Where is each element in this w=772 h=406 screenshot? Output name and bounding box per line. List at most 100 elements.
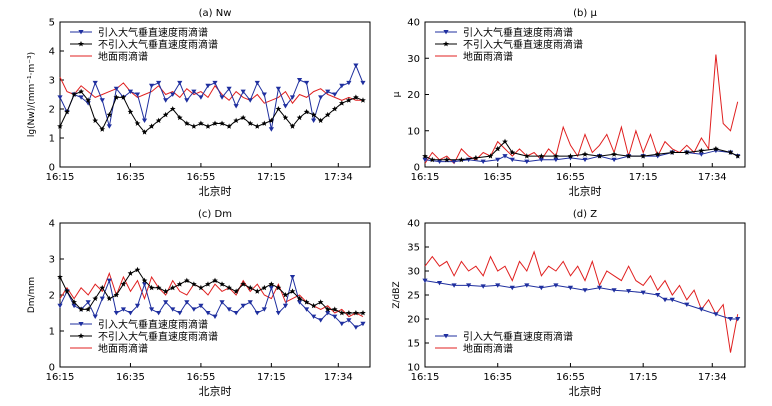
y-tick-label: 10 [407,363,420,374]
legend-label: 引入大气垂直速度雨滴谱 [98,26,208,39]
x-axis-label: 北京时 [199,184,232,198]
data-point [480,284,486,289]
x-tick-label: 16:15 [411,372,440,383]
data-point [553,153,559,159]
y-tick-label: 30 [407,54,420,65]
series-line [59,64,364,130]
legend-label: 引入大气垂直速度雨滴谱 [463,26,573,39]
data-point [698,152,704,157]
data-point [346,80,352,86]
y-tick-label: 4 [49,219,55,230]
data-point [233,311,239,316]
data-point [480,159,486,164]
data-point [261,92,267,97]
data-point [127,311,134,316]
data-point [669,297,675,303]
data-point [226,307,232,312]
data-point [127,89,134,94]
data-point [310,111,317,118]
data-point [654,151,661,157]
data-point [141,277,148,283]
data-point [487,153,494,159]
data-point [170,92,176,97]
x-axis-label: 北京时 [569,384,602,398]
x-tick-label: 16:35 [116,172,145,183]
data-point [156,311,162,316]
data-point [92,80,98,86]
data-point [494,145,501,152]
data-point [318,95,324,100]
data-point [509,285,515,291]
y-tick-label: 15 [407,339,420,350]
data-point [282,114,289,121]
data-point [176,281,183,287]
data-point [177,80,183,86]
data-point [567,285,574,291]
data-point [331,106,338,112]
data-point [611,151,617,157]
y-tick-label: 0 [49,363,55,374]
data-point [169,106,176,112]
x-tick-label: 16:15 [46,172,75,183]
data-point [303,108,310,115]
data-point [191,307,197,312]
data-point [85,306,91,312]
data-point [275,311,282,316]
series-line [59,76,363,105]
series-1 [57,88,366,135]
data-point [254,288,261,294]
y-tick-label: 4 [49,47,55,58]
data-point [310,302,317,309]
x-axis-label: 北京时 [569,184,602,198]
data-point [502,138,508,145]
y-tick-label: 0 [49,163,55,174]
data-point [198,303,204,309]
panel-title: (a) Nw [199,8,232,19]
data-point [332,92,338,97]
data-point [233,104,239,109]
y-tick-label: 2 [49,291,55,302]
data-point [436,281,443,286]
data-point [247,284,254,291]
data-point [85,300,91,305]
data-point [57,123,63,129]
panel-title: (b) μ [573,8,597,19]
data-point [360,80,366,86]
data-point [184,120,190,126]
data-point [134,120,141,126]
data-point [422,157,428,163]
panel-title: (d) Z [573,209,597,220]
data-point [106,278,112,283]
data-point [240,114,246,121]
data-point [240,89,246,94]
data-point [596,153,603,159]
data-point [727,317,734,322]
data-point [148,123,155,129]
data-point [212,277,218,283]
chart-panel-1: (b) μ 0 10 20 30 40 16:15 16:35 16:55 17:15 17:34 北… [392,8,746,198]
data-point [148,83,155,89]
data-point [282,292,289,298]
legend-label: 引入大气垂直速度雨滴谱 [98,318,208,331]
data-point [219,300,225,305]
data-point [346,318,352,323]
data-point [85,97,91,103]
data-point [78,88,84,94]
data-point [78,306,84,312]
data-point [429,156,436,163]
series-0 [422,278,741,322]
data-point [626,289,632,294]
data-point [727,149,734,155]
data-point [324,111,331,118]
data-point [127,108,134,115]
x-tick-label: 16:35 [483,372,512,383]
data-point [78,95,84,100]
series-1 [424,250,739,353]
data-point [141,129,148,135]
data-point [538,285,544,291]
data-point [205,123,211,129]
data-point [163,300,169,305]
series-line [424,54,739,165]
series-1 [422,138,741,163]
